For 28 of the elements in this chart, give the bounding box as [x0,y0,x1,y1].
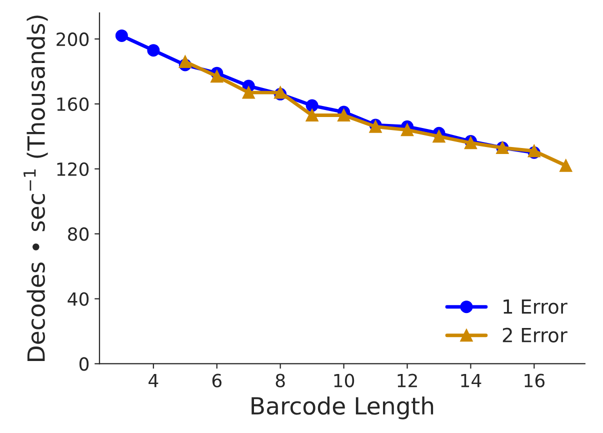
x-tick-label: 14 [461,374,482,388]
x-tick-label: 10 [334,374,354,388]
x-axis-title: Barcode Length [252,396,434,420]
x-tick-label: 6 [212,374,222,388]
point [210,70,224,83]
point [400,124,414,136]
point [560,159,572,172]
x-tick-label: 4 [148,374,158,388]
point [306,99,318,112]
point [432,130,446,143]
legend-label: 2 Error [502,328,568,342]
legend-label: 1 Error [504,299,568,314]
y-axis-title: Decodes • sec$^{−1}$ (Thousands) [24,16,48,361]
x-tick-label: 12 [398,374,417,388]
y-tick-label: 120 [57,162,89,176]
point [338,109,350,122]
y-tick-label: 0 [79,357,89,371]
x-tick-label: 16 [524,374,544,388]
point [242,86,255,99]
point [306,109,318,122]
point [115,29,128,42]
y-tick-label: 40 [68,292,89,306]
y-tick-label: 160 [57,97,89,112]
point [178,55,192,68]
point [147,44,160,57]
y-tick-label: 200 [56,32,89,46]
x-tick-label: 8 [276,374,285,388]
y-tick-label: 80 [68,227,89,241]
